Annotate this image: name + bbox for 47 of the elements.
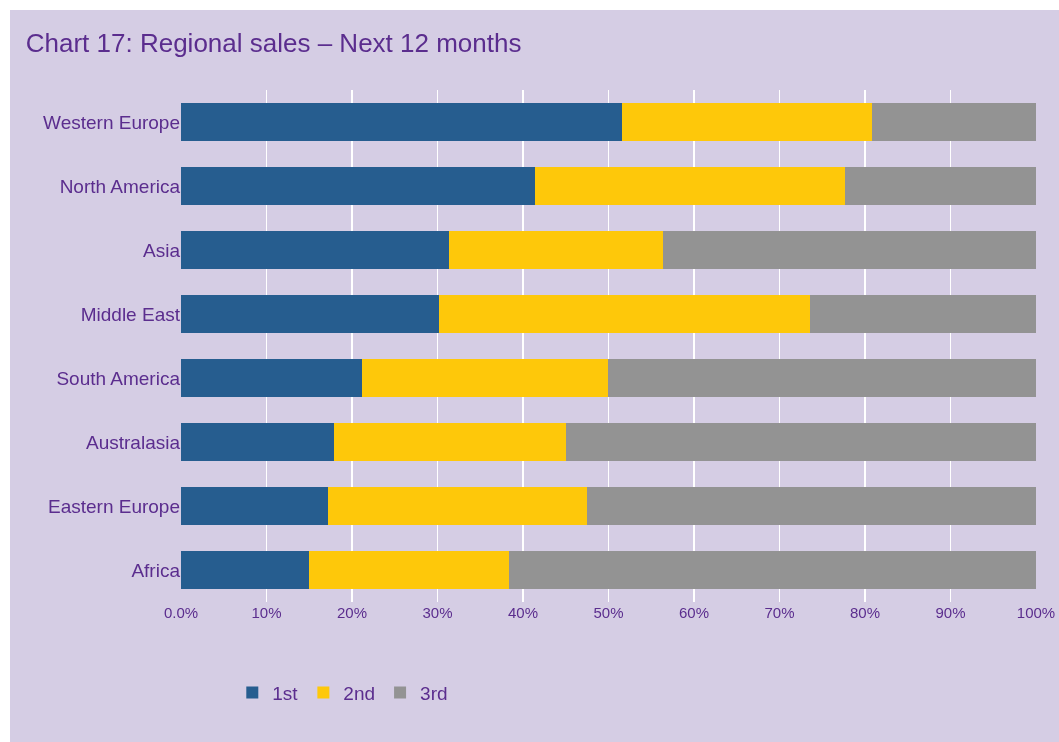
- x-tick-label: 80%: [849, 604, 881, 621]
- bar: [309, 550, 510, 590]
- bar: [181, 486, 329, 526]
- bar: [622, 102, 872, 142]
- bar: [181, 294, 440, 334]
- y-tick-label: Asia: [143, 239, 181, 261]
- bar: [534, 166, 846, 206]
- x-tick-label: 0.0%: [163, 604, 199, 621]
- bar: [810, 294, 1036, 334]
- bar: [448, 230, 664, 270]
- bar: [328, 486, 588, 526]
- bar: [587, 486, 1036, 526]
- bar: [181, 230, 449, 270]
- chart-title: Chart 17: Regional sales – Next 12 months: [25, 28, 522, 59]
- x-tick-label: 50%: [593, 604, 624, 621]
- bar: [439, 294, 811, 334]
- y-tick-label: Western Europe: [43, 111, 180, 133]
- bar: [565, 422, 1036, 462]
- bar: [181, 102, 623, 142]
- legend-label: 1st: [272, 682, 299, 704]
- x-tick-label: 70%: [764, 604, 795, 621]
- bar: [181, 550, 310, 590]
- y-tick-label: South America: [56, 367, 181, 389]
- x-tick-label: 90%: [935, 604, 966, 621]
- y-tick-label: Africa: [131, 559, 181, 581]
- x-tick-label: 100%: [1016, 604, 1056, 621]
- bar: [181, 358, 363, 398]
- x-tick-label: 40%: [507, 604, 539, 621]
- legend-label: 3rd: [420, 682, 448, 704]
- y-tick-label: North America: [59, 175, 181, 197]
- bar: [663, 230, 1036, 270]
- x-tick-label: 30%: [422, 604, 453, 621]
- legend-label: 2nd: [343, 682, 376, 704]
- bar: [362, 358, 608, 398]
- bar: [607, 358, 1036, 398]
- bar: [845, 166, 1036, 206]
- x-tick-label: 20%: [336, 604, 368, 621]
- x-tick-label: 10%: [251, 604, 282, 621]
- y-tick-label: Eastern Europe: [47, 495, 180, 517]
- bar: [334, 422, 566, 462]
- bar: [871, 102, 1036, 142]
- y-tick-label: Australasia: [86, 431, 181, 453]
- bar: [509, 550, 1036, 590]
- bar: [181, 166, 535, 206]
- x-tick-label: 60%: [678, 604, 710, 621]
- bar: [181, 422, 335, 462]
- y-tick-label: Middle East: [80, 303, 181, 325]
